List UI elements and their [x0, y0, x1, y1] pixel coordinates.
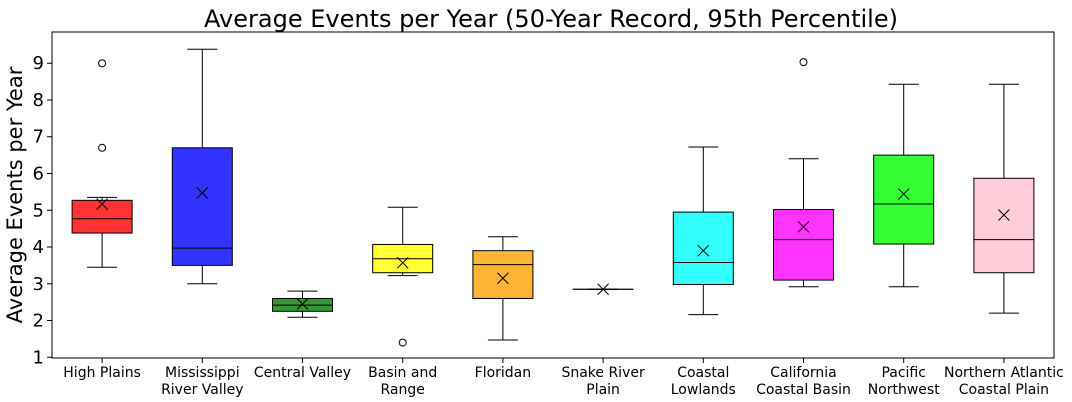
x-tick-label: Pacific Northwest — [868, 365, 941, 398]
box-group — [472, 236, 534, 341]
mean-marker — [998, 209, 1010, 221]
box — [672, 211, 734, 285]
x-axis: High Plains Mississippi River Valley Centra… — [63, 358, 1064, 398]
box-group — [572, 283, 634, 296]
outlier-point — [98, 143, 107, 152]
y-axis-label: Average Events per Year — [3, 66, 27, 323]
mean-marker — [697, 244, 710, 257]
box-group — [171, 48, 233, 285]
mean-marker — [597, 283, 609, 296]
box — [472, 250, 534, 299]
mean-marker — [396, 256, 409, 269]
plot-area — [71, 48, 1035, 347]
x-tick-label: Coastal Lowlands — [671, 365, 736, 398]
x-tick-label: Central Valley — [254, 365, 351, 381]
x-tick-label: Mississippi River Valley — [161, 365, 243, 398]
mean-marker — [96, 198, 108, 210]
mean-marker — [897, 188, 910, 200]
box-group — [873, 83, 935, 288]
box-group — [71, 59, 133, 268]
y-tick-label: 9 — [33, 53, 44, 74]
x-tick-label: Northern Atlantic Coastal Plain — [944, 365, 1064, 398]
box-group — [272, 290, 333, 318]
outlier-point — [98, 59, 107, 68]
x-tick-label: Floridan — [475, 365, 532, 381]
y-tick-label: 5 — [33, 200, 44, 221]
box — [973, 177, 1035, 274]
y-tick-label: 2 — [33, 311, 44, 332]
y-tick-label: 1 — [33, 347, 44, 368]
mean-marker — [497, 272, 509, 285]
y-tick-label: 4 — [33, 237, 44, 258]
x-tick-label: California Coastal Basin — [756, 365, 851, 398]
x-tick-label: High Plains — [63, 365, 141, 381]
y-tick-label: 7 — [33, 127, 44, 148]
y-axis: 1 2 3 4 5 6 7 8 9 — [33, 53, 52, 368]
outlier-point — [799, 58, 808, 67]
x-tick-label: Basin and Range — [368, 365, 437, 398]
box-group — [372, 206, 434, 347]
chart-title: Average Events per Year (50-Year Record,… — [204, 5, 898, 33]
plot-frame — [51, 31, 1055, 359]
mean-marker — [296, 298, 309, 310]
y-tick-label: 3 — [33, 274, 44, 295]
box — [171, 147, 233, 266]
outlier-point — [398, 338, 407, 347]
mean-marker — [797, 220, 810, 233]
x-tick-label: Snake River Plain — [561, 365, 645, 398]
box-group — [672, 146, 734, 316]
box — [71, 199, 133, 234]
y-tick-label: 6 — [33, 163, 44, 184]
y-tick-label: 8 — [33, 90, 44, 111]
box — [773, 209, 834, 281]
box-group — [973, 83, 1035, 314]
mean-marker — [196, 187, 209, 199]
box — [873, 154, 935, 245]
box-group — [773, 58, 834, 288]
